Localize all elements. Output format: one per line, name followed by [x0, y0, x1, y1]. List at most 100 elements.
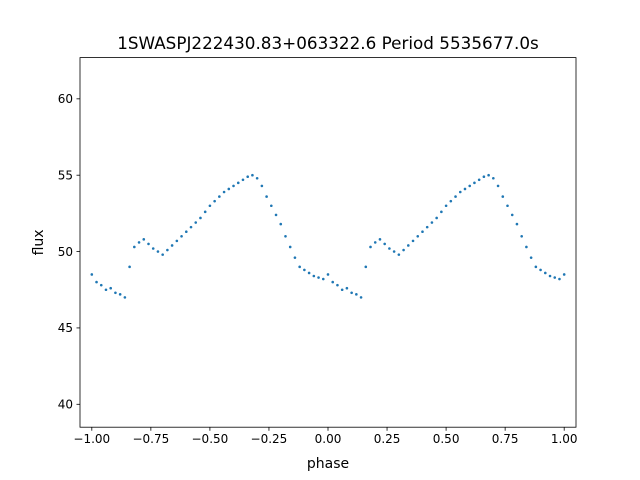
data-point — [548, 274, 552, 278]
data-point — [435, 216, 438, 220]
data-point — [199, 216, 202, 220]
data-point — [99, 283, 103, 287]
data-point — [303, 268, 306, 272]
x-tick-label: 1.00 — [551, 432, 578, 446]
data-point — [255, 176, 259, 180]
data-point — [458, 190, 462, 194]
data-point — [95, 280, 98, 284]
data-point — [260, 184, 264, 188]
y-tick-label: 45 — [58, 321, 73, 335]
data-point — [321, 277, 325, 281]
data-point — [529, 256, 533, 259]
data-point — [156, 250, 160, 253]
data-point — [246, 175, 249, 179]
data-point — [270, 204, 273, 208]
data-point — [166, 248, 169, 252]
data-point — [553, 276, 557, 279]
data-point — [251, 173, 254, 177]
data-point — [359, 296, 363, 299]
y-tick-label: 50 — [58, 245, 73, 259]
data-point — [184, 230, 188, 234]
data-point — [236, 181, 240, 185]
x-tick-label: −1.00 — [73, 432, 110, 446]
y-tick-label: 60 — [58, 92, 73, 106]
data-point — [241, 178, 245, 182]
data-point — [104, 288, 108, 292]
data-point — [123, 296, 127, 299]
data-point — [407, 244, 410, 247]
data-point — [222, 190, 226, 194]
data-point — [194, 221, 198, 224]
data-point — [118, 293, 122, 296]
data-point — [392, 250, 396, 253]
data-point — [151, 247, 155, 250]
data-point — [421, 230, 424, 234]
data-point — [279, 222, 283, 226]
data-point — [510, 213, 514, 217]
data-point — [369, 245, 372, 249]
data-point — [468, 184, 472, 188]
data-point — [331, 280, 335, 284]
x-tick-label: −0.25 — [251, 432, 288, 446]
data-point — [218, 195, 221, 198]
data-point — [208, 204, 212, 208]
data-point — [558, 277, 561, 281]
data-point — [430, 221, 434, 224]
data-point — [312, 274, 316, 278]
data-point — [326, 273, 330, 276]
data-point — [402, 248, 405, 252]
x-axis: −1.00 −0.75 −0.50 −0.25 0.00 0.25 0.50 0.75 1.00 — [73, 427, 578, 446]
data-point — [463, 187, 467, 191]
data-point — [525, 245, 528, 249]
x-tick-label: −0.75 — [132, 432, 169, 446]
data-point — [175, 239, 179, 243]
data-point — [515, 222, 519, 226]
data-point — [274, 213, 278, 217]
data-point — [397, 253, 401, 256]
x-tick-label: 0.25 — [374, 432, 401, 446]
data-point — [416, 234, 420, 238]
chart-title: 1SWASPJ222430.83+063322.6 Period 5535677… — [117, 33, 539, 53]
data-point — [539, 268, 542, 272]
data-point — [213, 199, 216, 203]
data-point — [114, 291, 117, 295]
data-point — [501, 195, 505, 198]
y-axis-label: flux — [31, 229, 47, 255]
data-point — [487, 173, 490, 177]
data-point — [378, 238, 382, 241]
data-point — [562, 273, 566, 276]
data-point — [293, 256, 297, 259]
x-tick-label: 0.75 — [492, 432, 519, 446]
data-point — [477, 178, 481, 182]
data-point — [444, 204, 448, 208]
data-point — [534, 265, 538, 269]
points-layer — [90, 173, 566, 299]
data-point — [227, 187, 231, 191]
data-point — [388, 247, 391, 250]
data-point — [109, 286, 112, 290]
data-point — [232, 184, 235, 188]
y-tick-label: 40 — [58, 398, 73, 412]
x-axis-label: phase — [307, 456, 349, 472]
data-point — [350, 291, 353, 295]
data-point — [161, 253, 164, 256]
data-point — [340, 288, 344, 292]
data-point — [544, 271, 547, 275]
data-point — [449, 199, 453, 203]
data-point — [506, 204, 509, 208]
data-point — [133, 245, 136, 249]
data-point — [142, 238, 146, 241]
data-point — [496, 184, 500, 188]
data-point — [473, 181, 476, 185]
data-point — [317, 276, 320, 279]
x-tick-label: 0.00 — [315, 432, 342, 446]
data-point — [203, 210, 207, 214]
y-tick-label: 55 — [58, 169, 73, 183]
data-point — [520, 234, 523, 238]
x-tick-label: −0.50 — [192, 432, 229, 446]
data-point — [373, 241, 377, 244]
y-axis: 40 45 50 55 60 — [58, 92, 80, 412]
data-point — [345, 286, 349, 290]
